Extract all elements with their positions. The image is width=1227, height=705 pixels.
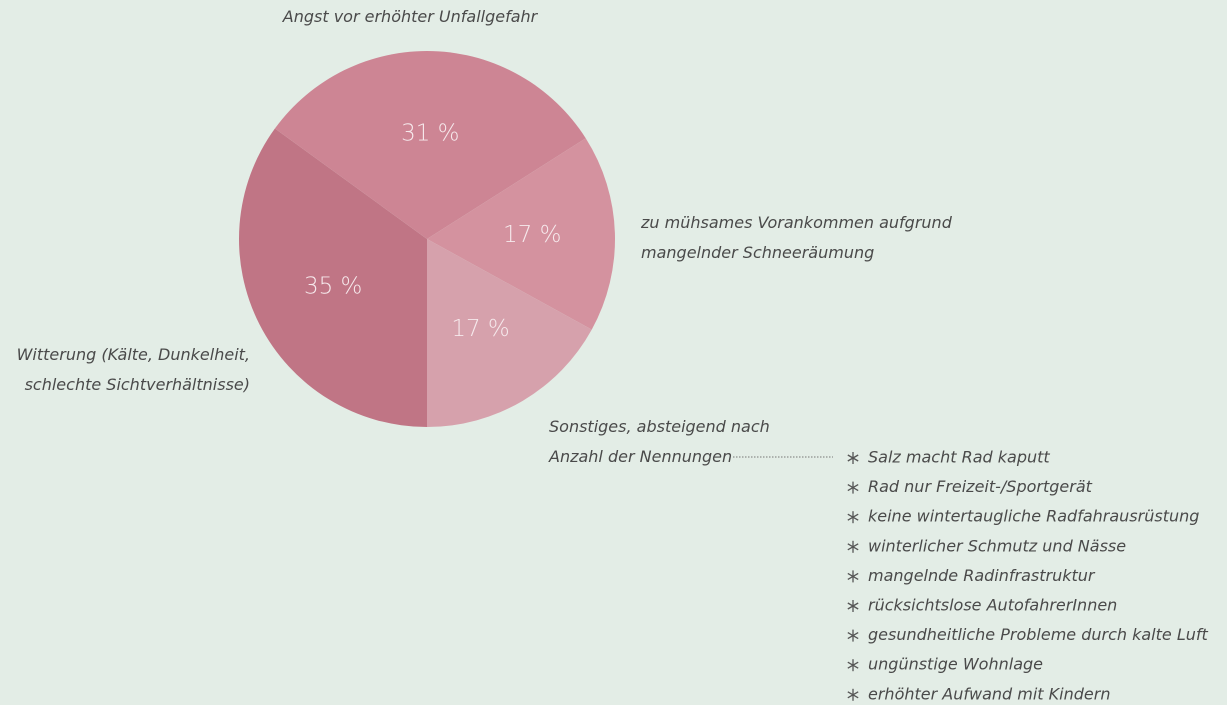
list-item: keine wintertaugliche Radfahrausrüstung — [868, 507, 1199, 526]
bullet — [847, 454, 859, 462]
pie-slice — [274, 51, 586, 240]
value-label: 35 % — [304, 273, 362, 299]
pie-slice — [427, 138, 615, 330]
list-item: Rad nur Freizeit-/Sportgerät — [868, 477, 1093, 496]
list-item: erhöhter Aufwand mit Kindern — [868, 684, 1110, 703]
bullet — [847, 602, 859, 610]
list-item: gesundheitliche Probleme durch kalte Luf… — [868, 625, 1209, 644]
slice-label: Angst vor erhöhter Unfallgefahr — [282, 7, 538, 26]
value-label: 31 % — [401, 120, 459, 146]
value-label: 17 % — [503, 222, 561, 248]
bullet — [847, 661, 859, 669]
list-item: winterlicher Schmutz und Nässe — [868, 536, 1126, 555]
bullet — [847, 691, 859, 699]
slice-label: zu mühsames Vorankommen aufgrund mangeln… — [641, 213, 952, 262]
bullet — [847, 484, 859, 492]
bullet — [847, 632, 859, 640]
pie-slice — [239, 128, 427, 427]
bullet — [847, 543, 859, 551]
list-item: ungünstige Wohnlage — [868, 655, 1043, 674]
bullet — [847, 572, 859, 580]
list-item: rücksichtslose AutofahrerInnen — [868, 596, 1117, 615]
list-item: mangelnde Radinfrastruktur — [868, 566, 1096, 585]
bullet — [847, 513, 859, 521]
slice-label: Witterung (Kälte, Dunkelheit, schlechte … — [16, 345, 250, 394]
pie-slice — [427, 239, 592, 427]
list-item: Salz macht Rad kaputt — [868, 448, 1050, 467]
value-label: 17 % — [451, 316, 509, 342]
slice-label: Sonstiges, absteigend nach Anzahl der Ne… — [549, 417, 770, 466]
